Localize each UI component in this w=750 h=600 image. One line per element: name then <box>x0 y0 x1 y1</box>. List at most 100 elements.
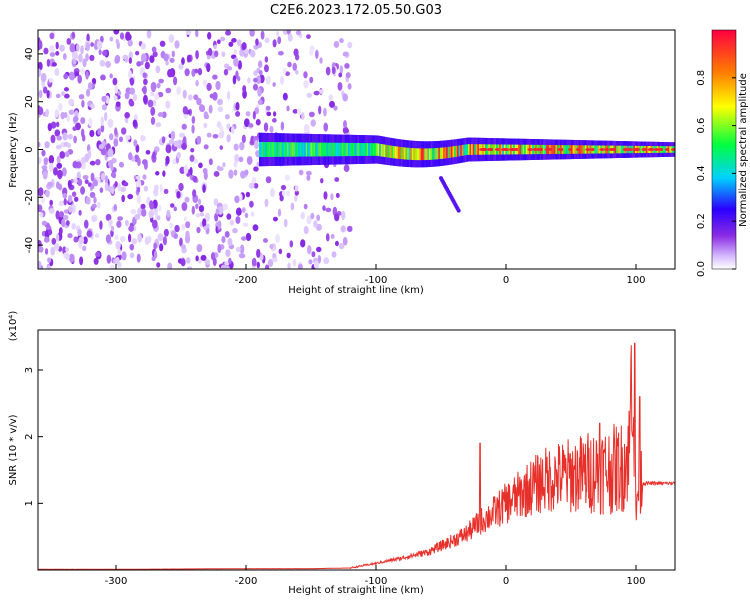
spectrogram-cell <box>313 90 320 96</box>
spectrogram-cell <box>418 148 422 161</box>
spectrogram-cell <box>380 143 384 157</box>
spectrogram-cell <box>435 148 439 160</box>
spectrogram-cell <box>165 155 170 165</box>
spectrogram-cell <box>339 243 345 250</box>
spectrogram-cell <box>129 87 136 95</box>
spectrogram-cell <box>568 148 574 151</box>
spectrogram-cell <box>300 212 305 220</box>
spectrogram-cell <box>427 148 431 160</box>
spectrogram-cell <box>264 64 269 73</box>
spectrogram-cell <box>257 87 262 97</box>
spectrogram-cell <box>165 144 172 154</box>
spectrogram-cell <box>207 47 213 57</box>
spectrogram-cell <box>158 78 164 84</box>
spectrogram-cell <box>295 30 302 36</box>
spectrogram-cell <box>595 145 599 154</box>
spectrogram-cell <box>157 233 164 242</box>
spectrogram-cell <box>172 76 178 86</box>
spectrogram-cell <box>49 199 53 206</box>
spectrogram-cell <box>369 143 373 156</box>
spectrogram-cell <box>294 142 298 157</box>
spectrogram-cell <box>137 157 141 167</box>
spectrogram-cell <box>55 51 60 56</box>
spectrogram-cell <box>56 155 61 164</box>
spectrogram-cell <box>76 43 80 52</box>
spectrogram-cell <box>212 74 218 80</box>
spectrogram-cell <box>272 118 277 123</box>
snr-y-tick-label: 1 <box>24 500 35 506</box>
spectrogram-cell <box>599 148 606 151</box>
spectrogram-cell <box>342 236 348 246</box>
spectrogram-cell <box>156 82 161 89</box>
spectrogram-cell <box>316 246 322 253</box>
spectrogram-cell <box>245 232 252 242</box>
spectrogram-cell <box>120 127 127 135</box>
spectrogram-cell <box>305 170 312 176</box>
spectrogram-cell <box>168 139 175 145</box>
spectrogram-cell <box>283 218 288 228</box>
spectrogram-cell <box>163 53 169 62</box>
spectrogram-cell <box>246 155 253 165</box>
spectrogram-cell <box>258 69 263 76</box>
spectrogram-cell <box>499 144 503 155</box>
spectrogram-cell <box>74 71 80 77</box>
spectrogram-cell <box>127 233 132 243</box>
spectrogram-cell <box>226 66 233 71</box>
spectrogram-cell <box>77 74 82 84</box>
spectrogram-cell <box>55 144 62 150</box>
spectrogram-cell <box>282 30 288 35</box>
spectrogram-cell <box>436 147 440 160</box>
spectrogram-cell <box>109 264 115 269</box>
spectrogram-cell <box>273 142 277 157</box>
spectrogram-cell <box>635 148 642 151</box>
spectrogram-cell <box>195 50 199 60</box>
spectrogram-cell <box>162 170 166 177</box>
spectrogram-cell <box>47 257 52 263</box>
spectrogram-cell <box>169 222 174 229</box>
spectrogram-cell <box>170 130 176 140</box>
spectrogram-cell <box>317 254 322 264</box>
spectrogram-cell <box>460 145 464 157</box>
spectrogram-cell <box>140 53 147 62</box>
spectrogram-cell <box>334 240 339 247</box>
spectrogram-cell <box>100 173 106 181</box>
spectrogram-cell <box>132 119 138 128</box>
spectrogram-cell <box>272 216 278 222</box>
spectrogram-cell <box>330 233 335 239</box>
snr-series-line <box>38 342 675 570</box>
spectrogram-cell <box>191 124 195 134</box>
spectrogram-cell <box>200 254 207 261</box>
spectrogram-cell <box>179 237 183 247</box>
snr-x-tick-label: 0 <box>503 576 509 587</box>
spectrogram-cell <box>280 75 285 85</box>
spectrogram-cell <box>90 103 95 110</box>
spectrogram-cell <box>274 142 278 157</box>
spectrogram-cell <box>104 175 109 185</box>
spectrogram-cell <box>173 206 177 212</box>
spectrogram-cell <box>300 239 306 248</box>
spectrogram-cell <box>157 112 164 117</box>
spectrogram-cell <box>351 142 355 157</box>
spectrogram-cell <box>206 82 212 91</box>
spectrogram-cell <box>194 68 199 74</box>
spectrogram-cell <box>464 144 468 156</box>
spectrogram-cell <box>241 134 246 144</box>
spectrogram-x-label: Height of straight line (km) <box>288 285 424 296</box>
spectrogram-cell <box>98 143 104 150</box>
spectrogram-cell <box>115 101 121 107</box>
spectrogram-cell <box>663 146 667 153</box>
spectrogram-cell <box>323 191 328 200</box>
spectrogram-cell <box>80 117 86 125</box>
spectrogram-cell <box>457 145 461 157</box>
spectrogram-cell <box>281 184 287 191</box>
spectrogram-cell <box>301 142 305 157</box>
spectrogram-cell <box>555 145 559 154</box>
spectrogram-cell <box>192 175 198 183</box>
spectrogram-cell <box>379 143 383 157</box>
spectrogram-x-tick-label: -300 <box>105 275 128 286</box>
spectrogram-cell <box>44 248 49 255</box>
spectrogram-cell <box>113 95 118 101</box>
spectrogram-cell <box>248 123 254 128</box>
spectrogram-cell <box>217 106 224 113</box>
spectrogram-cell <box>397 146 401 159</box>
